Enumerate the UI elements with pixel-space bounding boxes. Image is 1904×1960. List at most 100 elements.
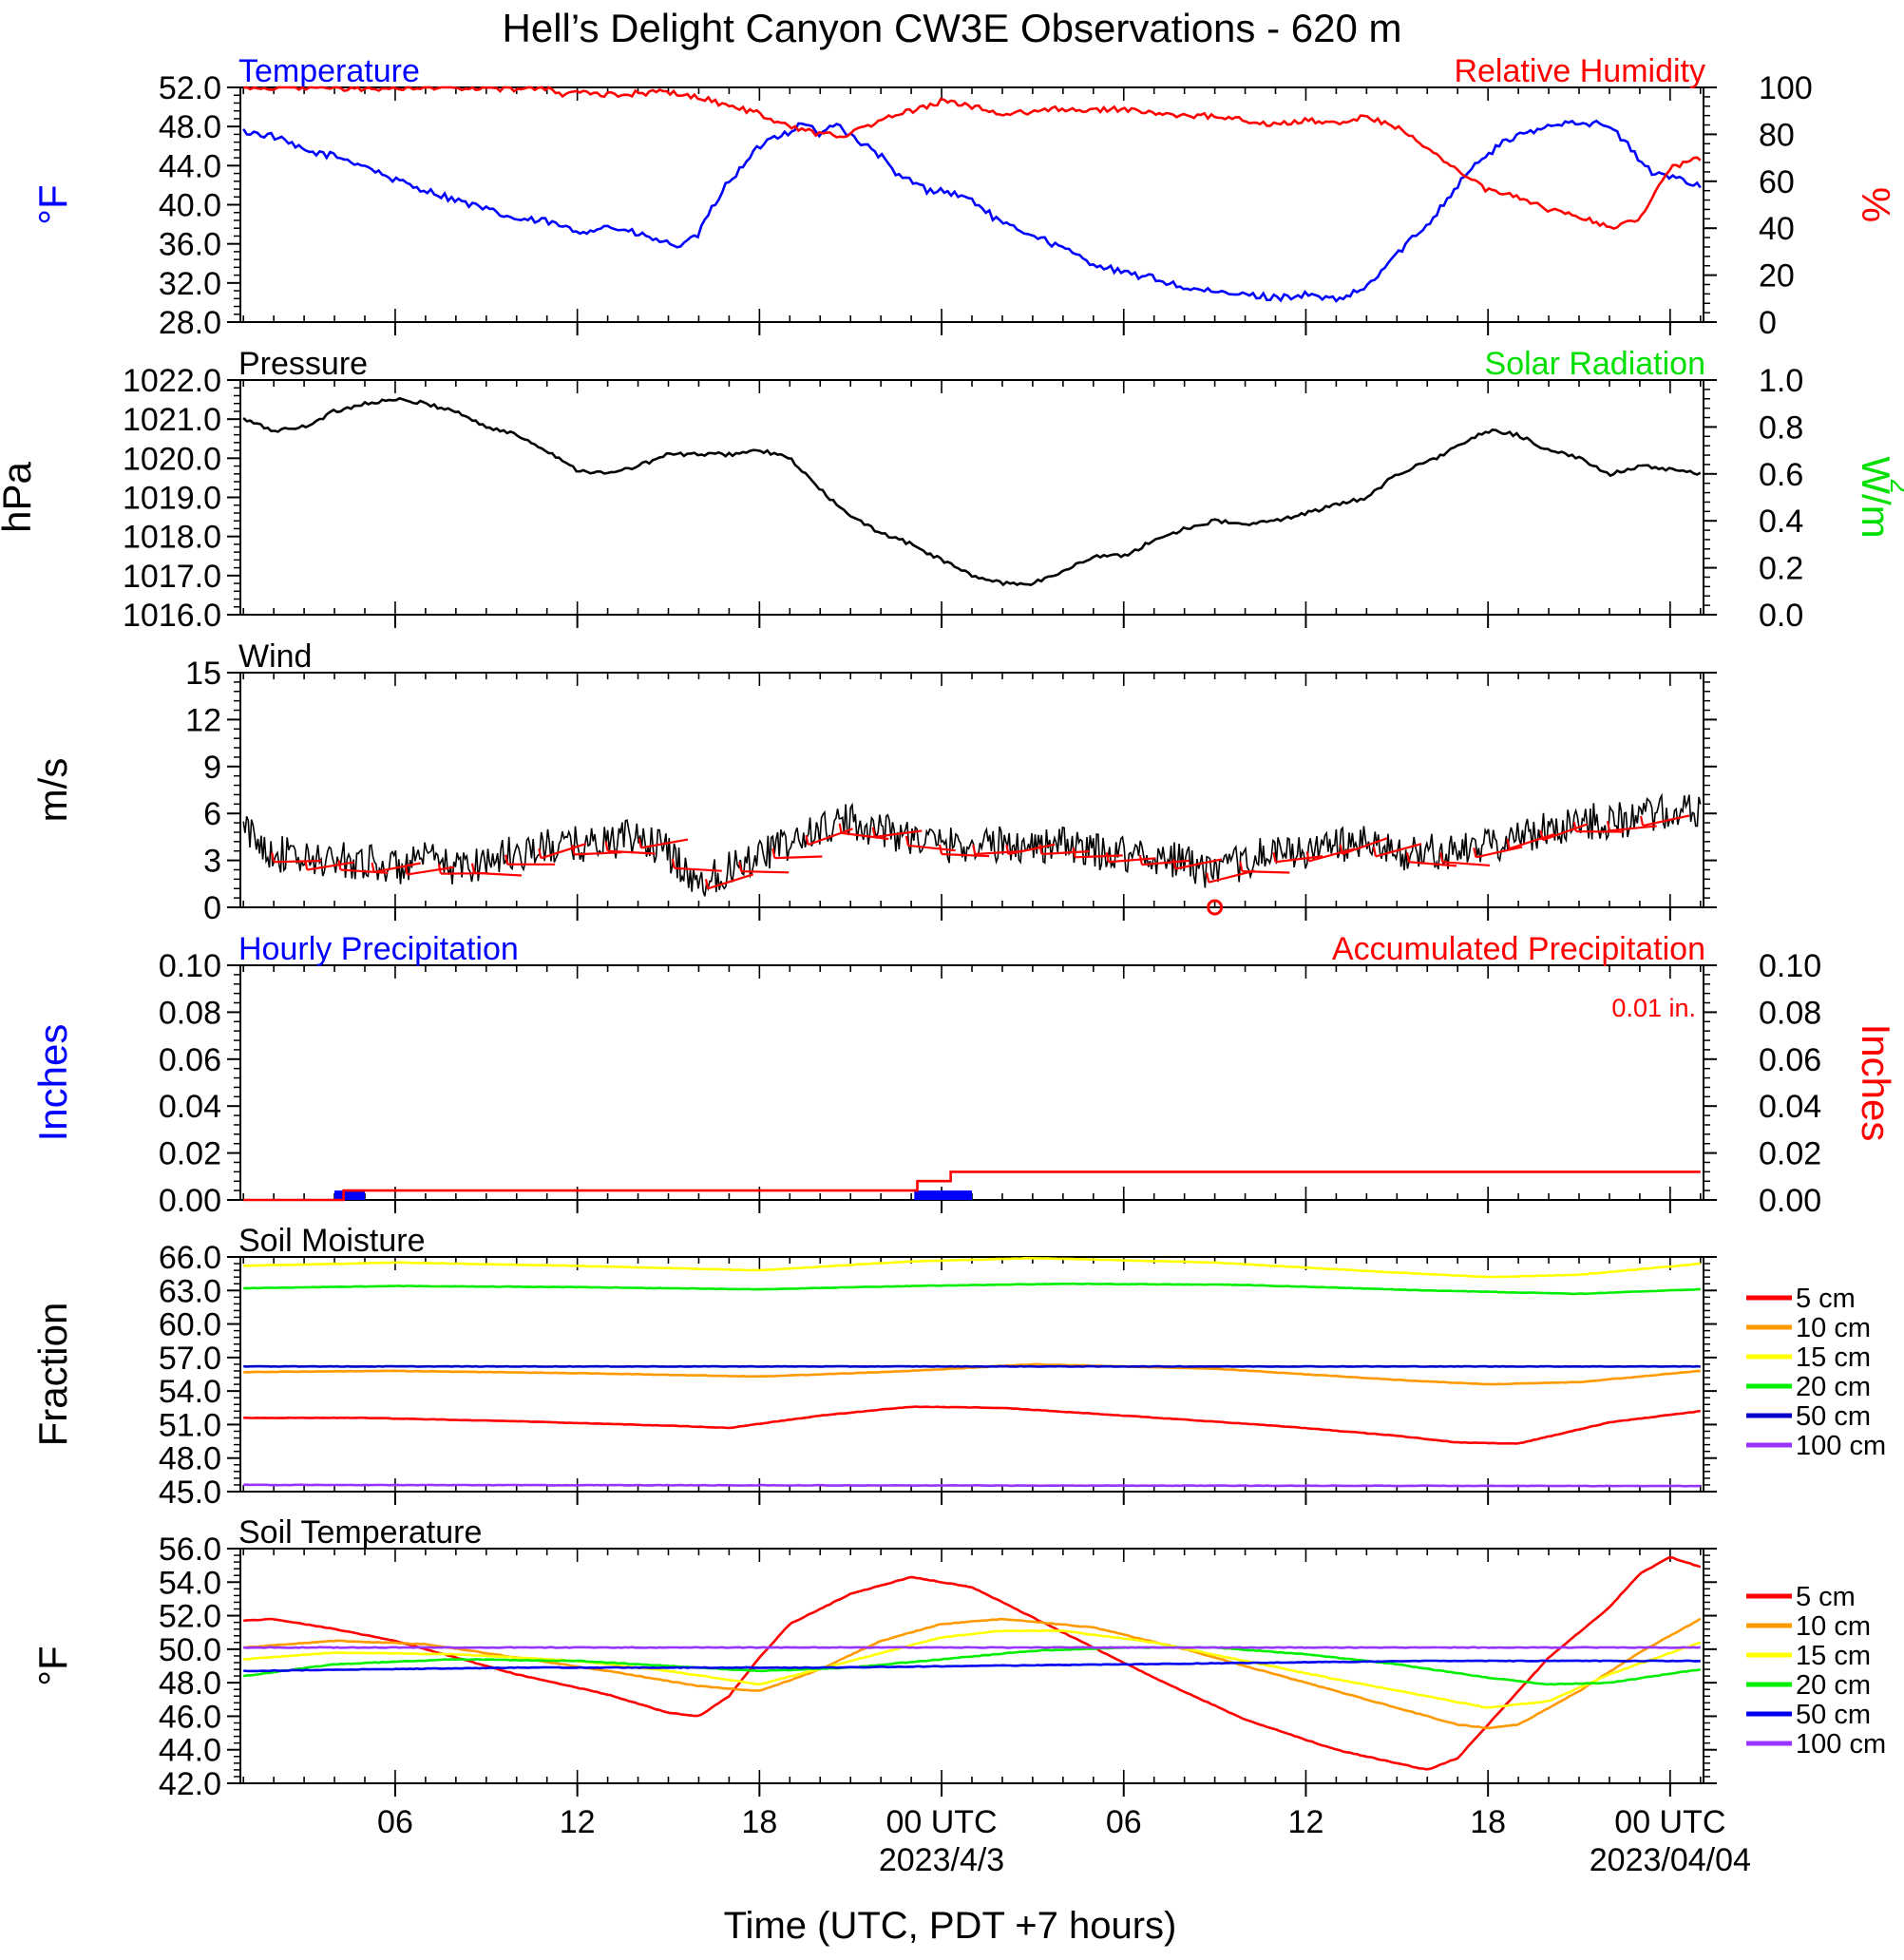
panel-title-left: Wind: [238, 638, 312, 675]
y-right-tick-label: 100: [1759, 70, 1813, 106]
y-axis-label-left: m/s: [30, 758, 75, 823]
y-tick-label: 0.04: [159, 1089, 221, 1125]
y-tick-label: 28.0: [159, 305, 221, 341]
y-right-tick-label: 0.6: [1759, 457, 1803, 493]
y-axis-label-right: Inches: [1854, 1024, 1898, 1142]
y-tick-label: 48.0: [159, 109, 221, 145]
y-tick-label: 66.0: [159, 1240, 221, 1276]
y-tick-label: 1022.0: [123, 363, 221, 399]
y-right-tick-label: 0: [1759, 305, 1777, 341]
panel-title-left: Pressure: [238, 346, 368, 382]
legend-label: 15 cm: [1796, 1641, 1871, 1671]
y-axis-label-right: W/m: [1854, 456, 1898, 538]
legend-label: 50 cm: [1796, 1700, 1871, 1730]
y-axis-label-left: °F: [30, 1646, 75, 1685]
y-tick-label: 40.0: [159, 188, 221, 224]
legend-label: 5 cm: [1796, 1582, 1856, 1612]
legend-label: 20 cm: [1796, 1670, 1871, 1701]
y-tick-label: 48.0: [159, 1441, 221, 1477]
y-right-tick-label: 0.04: [1759, 1089, 1821, 1125]
y-tick-label: 32.0: [159, 266, 221, 302]
wind-barb: [274, 861, 321, 862]
legend-label: 100 cm: [1796, 1729, 1886, 1760]
y-tick-label: 52.0: [159, 70, 221, 106]
x-date-label: 2023/04/04: [1590, 1842, 1751, 1878]
x-tick-label: 12: [560, 1804, 596, 1840]
panel-title-right: Solar Radiation: [1485, 346, 1705, 382]
y-tick-label: 0.00: [159, 1183, 221, 1219]
x-tick-label: 00 UTC: [1614, 1804, 1725, 1840]
y-tick-label: 1019.0: [123, 481, 221, 517]
y-tick-label: 12: [185, 702, 221, 738]
y-right-tick-label: 0.2: [1759, 551, 1803, 587]
y-tick-label: 1018.0: [123, 520, 221, 556]
y-tick-label: 36.0: [159, 227, 221, 263]
y-right-tick-label: 1.0: [1759, 363, 1803, 399]
series-line-100cm: [243, 1485, 1701, 1487]
legend-label: 10 cm: [1796, 1611, 1871, 1642]
x-tick-label: 18: [741, 1804, 777, 1840]
legend-label: 50 cm: [1796, 1401, 1871, 1432]
precip-bar: [914, 1190, 972, 1200]
y-tick-label: 0.06: [159, 1042, 221, 1078]
x-tick-label: 12: [1288, 1804, 1324, 1840]
y-right-tick-label: 0.06: [1759, 1042, 1821, 1078]
panel-title-left: Hourly Precipitation: [238, 931, 519, 967]
y-tick-label: 1016.0: [123, 598, 221, 634]
legend-label: 10 cm: [1796, 1313, 1871, 1343]
y-tick-label: 54.0: [159, 1374, 221, 1410]
y-right-tick-label: 0.02: [1759, 1136, 1821, 1172]
panel-title-left: Soil Temperature: [238, 1514, 482, 1551]
wind-barb: [741, 871, 789, 872]
y-right-tick-label: 0.10: [1759, 948, 1821, 984]
precip-bar: [334, 1190, 365, 1200]
y-tick-label: 45.0: [159, 1475, 221, 1511]
y-right-tick-label: 0.0: [1759, 598, 1803, 634]
y-axis-label-left: °F: [30, 184, 75, 224]
legend-label: 15 cm: [1796, 1342, 1871, 1373]
y-right-tick-label: 0.08: [1759, 995, 1821, 1031]
y-tick-label: 54.0: [159, 1565, 221, 1601]
y-axis-label-right: %: [1854, 187, 1898, 222]
y-tick-label: 15: [185, 656, 221, 692]
y-axis-label-right-superscript: 2: [1885, 479, 1904, 494]
y-tick-label: 0.02: [159, 1136, 221, 1172]
y-tick-label: 0: [203, 890, 221, 926]
y-right-tick-label: 20: [1759, 258, 1795, 295]
y-tick-label: 1020.0: [123, 441, 221, 477]
y-right-tick-label: 0.8: [1759, 409, 1803, 446]
y-tick-label: 0.08: [159, 995, 221, 1031]
y-axis-label-left: Fraction: [30, 1303, 75, 1447]
x-tick-label: 06: [377, 1804, 413, 1840]
y-tick-label: 63.0: [159, 1273, 221, 1309]
y-tick-label: 1017.0: [123, 559, 221, 595]
x-tick-label: 18: [1470, 1804, 1506, 1840]
y-right-tick-label: 0.00: [1759, 1183, 1821, 1219]
y-right-tick-label: 0.4: [1759, 504, 1803, 540]
panel-title-left: Temperature: [238, 53, 420, 89]
y-tick-label: 9: [203, 750, 221, 786]
y-tick-label: 3: [203, 844, 221, 880]
x-axis-label: Time (UTC, PDT +7 hours): [724, 1905, 1177, 1947]
x-tick-label: 00 UTC: [885, 1804, 997, 1840]
figure-title: Hell’s Delight Canyon CW3E Observations …: [503, 6, 1402, 50]
y-tick-label: 46.0: [159, 1699, 221, 1735]
y-right-tick-label: 80: [1759, 117, 1795, 153]
y-right-tick-label: 40: [1759, 211, 1795, 247]
y-tick-label: 52.0: [159, 1599, 221, 1635]
y-tick-label: 56.0: [159, 1532, 221, 1568]
y-tick-label: 42.0: [159, 1766, 221, 1802]
wind-barb: [1242, 871, 1289, 872]
x-date-label: 2023/4/3: [879, 1842, 1004, 1878]
y-tick-label: 48.0: [159, 1665, 221, 1702]
panel-title-left: Soil Moisture: [238, 1223, 426, 1259]
series-line-100cm: [243, 1647, 1701, 1648]
y-tick-label: 6: [203, 796, 221, 832]
legend-label: 5 cm: [1796, 1284, 1856, 1314]
panel-title-right: Relative Humidity: [1454, 53, 1705, 89]
legend-label: 20 cm: [1796, 1372, 1871, 1402]
y-tick-label: 57.0: [159, 1341, 221, 1377]
y-tick-label: 1021.0: [123, 402, 221, 438]
